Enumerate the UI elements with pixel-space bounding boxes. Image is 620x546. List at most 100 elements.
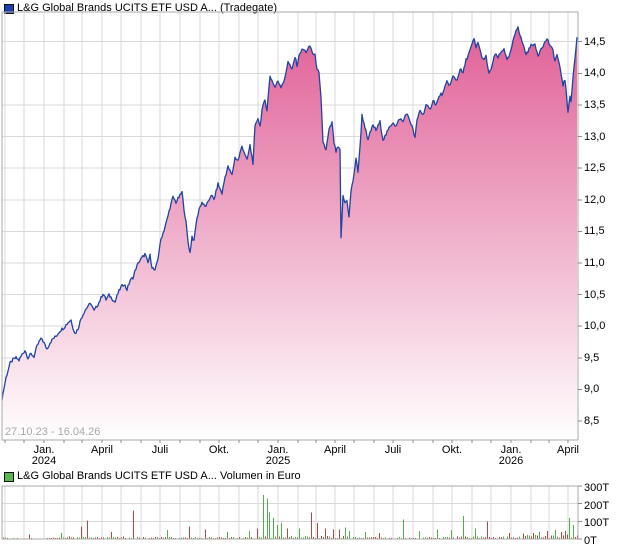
volume-bar [81,526,82,539]
volume-bar [187,537,188,539]
volume-bar [53,537,54,539]
volume-bar [343,536,344,539]
volume-bar [457,536,458,539]
volume-bar [239,537,240,539]
volume-bar [57,537,58,539]
volume-bar [117,537,118,539]
volume-bar [79,537,80,539]
volume-bar [169,537,170,539]
price-line [1,26,578,401]
volume-bar [267,498,268,539]
volume-bar [355,537,356,539]
volume-bar [489,537,490,539]
volume-series-title: L&G Global Brands UCITS ETF USD A... Vol… [17,470,301,482]
volume-bar [357,537,358,539]
volume-bar [93,537,94,539]
volume-bar [451,530,452,539]
volume-bar [227,531,228,539]
volume-bar [183,537,184,539]
volume-bar [543,537,544,539]
volume-bar [425,537,426,539]
volume-bar [137,537,138,539]
volume-bar [565,531,566,539]
volume-bar [403,519,404,539]
volume-bar [149,537,150,539]
volume-bar [73,537,74,539]
volume-bar [245,537,246,539]
volume-bar [191,537,192,539]
volume-bar [205,529,206,539]
volume-bar [385,537,386,539]
volume-bar [423,537,424,539]
volume-bar [195,537,196,539]
volume-bar [555,530,556,539]
volume-bar [437,529,438,539]
volume-bar [83,537,84,539]
volume-bar [261,537,262,539]
volume-bar [85,536,86,539]
volume-bar [47,537,48,539]
volume-bar [373,537,374,539]
volume-bar [299,528,300,539]
volume-bar [17,537,18,539]
volume-bar [507,536,508,539]
volume-bar [567,534,568,539]
volume-bar [277,524,278,539]
volume-pane-border [1,485,579,540]
volume-bar [161,537,162,539]
volume-bar [467,536,468,539]
volume-bar [517,537,518,539]
volume-bar [491,537,492,539]
volume-bar [339,529,340,539]
volume-bar [409,537,410,539]
volume-bar [465,536,466,539]
volume-bar [359,537,360,539]
volume-bar [501,537,502,539]
volume-bar [447,537,448,539]
volume-bar [209,537,210,539]
volume-bar [251,537,252,539]
volume-bar [341,537,342,539]
volume-bar [67,537,68,539]
volume-bar [485,536,486,539]
volume-bar [445,537,446,539]
volume-bar [279,536,280,539]
volume-bar [473,536,474,539]
volume-bar [511,537,512,539]
volume-bar [295,537,296,539]
volume-bar [163,537,164,539]
volume-bar [413,537,414,539]
volume-bar [559,537,560,539]
volume-bar [293,537,294,539]
volume-bar [123,536,124,539]
volume-plot-surface[interactable] [2,486,578,539]
volume-bar [575,537,576,539]
volume-bar [59,537,60,539]
volume-bar [389,537,390,539]
volume-bar [3,537,4,539]
volume-bar [551,535,552,539]
volume-bar [217,537,218,539]
volume-bar [69,536,70,539]
volume-bar [61,532,62,539]
volume-bar [97,536,98,539]
volume-bar [111,531,112,539]
volume-bar [563,535,564,539]
volume-bar [535,534,536,539]
volume-bar [121,537,122,539]
volume-bar [461,536,462,539]
volume-bar [329,536,330,539]
price-plot-surface[interactable] [2,12,578,440]
volume-bar [175,537,176,539]
volume-bar [475,528,476,539]
volume-bar [553,535,554,539]
volume-bar [291,536,292,539]
volume-bar [211,537,212,539]
volume-bar [259,537,260,539]
volume-bar [231,537,232,539]
volume-bar [345,527,346,539]
volume-bar [365,531,366,539]
volume-bar [561,531,562,539]
